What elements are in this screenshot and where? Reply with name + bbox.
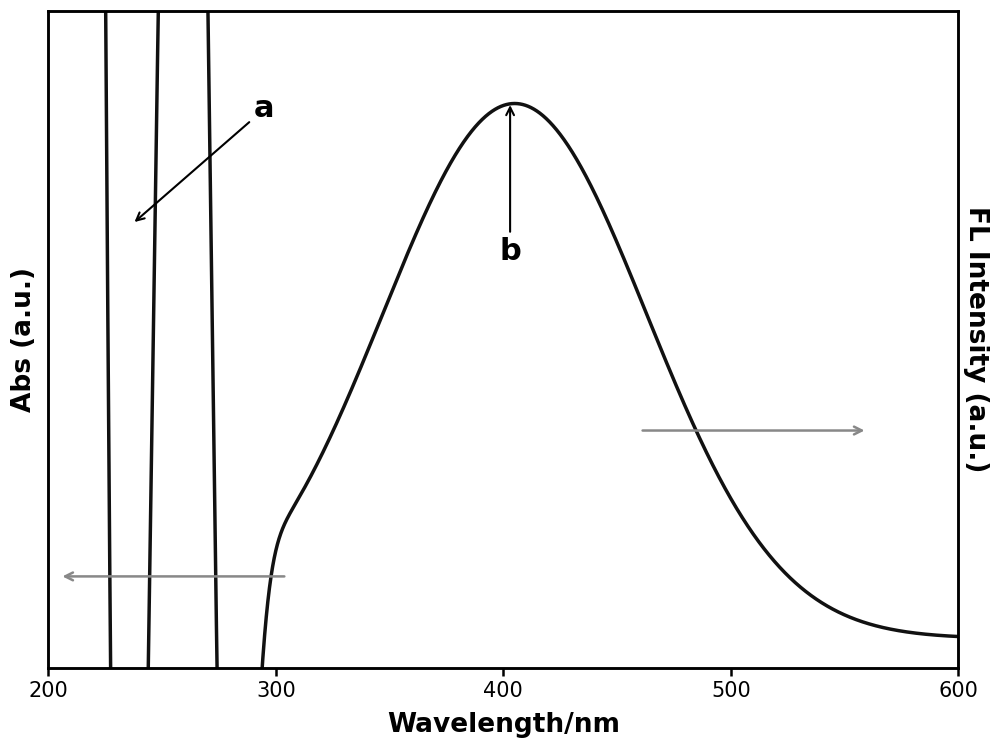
X-axis label: Wavelength/nm: Wavelength/nm	[387, 712, 620, 738]
Text: a: a	[136, 94, 275, 220]
Y-axis label: FL Intensity (a.u.): FL Intensity (a.u.)	[963, 206, 989, 473]
Text: b: b	[499, 107, 521, 267]
Y-axis label: Abs (a.u.): Abs (a.u.)	[11, 267, 37, 412]
